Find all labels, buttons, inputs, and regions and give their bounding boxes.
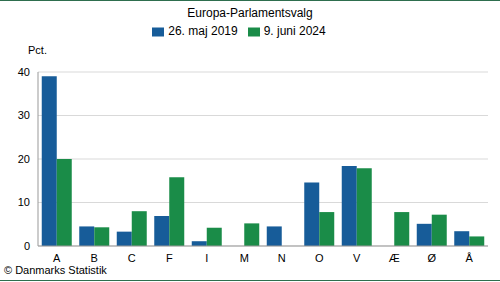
svg-text:C: C bbox=[128, 252, 136, 264]
svg-text:40: 40 bbox=[18, 66, 30, 78]
svg-text:10: 10 bbox=[18, 196, 30, 208]
html-text:Pct.: Pct. bbox=[28, 44, 47, 56]
svg-text:0: 0 bbox=[24, 240, 30, 252]
svg-text:B: B bbox=[91, 252, 98, 264]
html-text:Europa-Parlamentsvalg: Europa-Parlamentsvalg bbox=[187, 6, 313, 20]
svg-text:Ø: Ø bbox=[427, 252, 436, 264]
svg-text:I: I bbox=[205, 252, 208, 264]
svg-text:F: F bbox=[166, 252, 173, 264]
svg-text:N: N bbox=[278, 252, 286, 264]
svg-text:30: 30 bbox=[18, 109, 30, 121]
svg-text:A: A bbox=[53, 252, 61, 264]
svg-text:Æ: Æ bbox=[389, 252, 400, 264]
svg-text:Å: Å bbox=[466, 252, 474, 264]
html-text:26. maj 2019: 26. maj 2019 bbox=[168, 24, 238, 38]
html-text:© Danmarks Statistik: © Danmarks Statistik bbox=[4, 264, 107, 276]
svg-text:O: O bbox=[315, 252, 324, 264]
html-text:9. juni 2024: 9. juni 2024 bbox=[263, 24, 326, 38]
svg-text:M: M bbox=[240, 252, 249, 264]
svg-text:20: 20 bbox=[18, 153, 30, 165]
svg-text:V: V bbox=[353, 252, 361, 264]
